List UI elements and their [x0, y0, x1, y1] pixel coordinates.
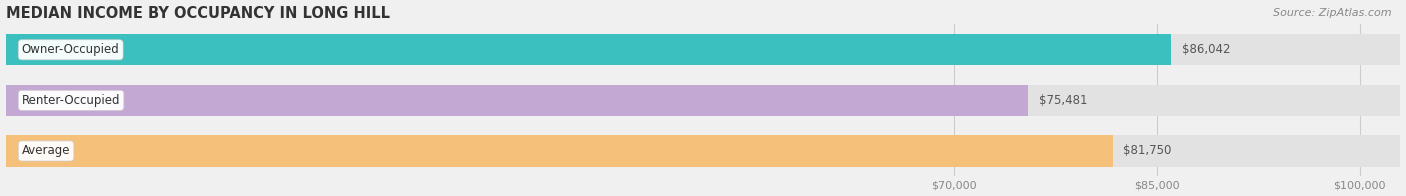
- Bar: [6, 85, 1028, 116]
- Text: Owner-Occupied: Owner-Occupied: [22, 43, 120, 56]
- Bar: [6, 34, 1400, 65]
- Text: $75,481: $75,481: [1039, 94, 1087, 107]
- Bar: [6, 34, 1171, 65]
- Bar: [6, 135, 1112, 167]
- Bar: [6, 135, 1400, 167]
- Text: $81,750: $81,750: [1123, 144, 1171, 157]
- Bar: [6, 85, 1400, 116]
- Text: Average: Average: [22, 144, 70, 157]
- Text: Source: ZipAtlas.com: Source: ZipAtlas.com: [1274, 8, 1392, 18]
- Text: Renter-Occupied: Renter-Occupied: [22, 94, 121, 107]
- Text: $86,042: $86,042: [1181, 43, 1230, 56]
- Text: MEDIAN INCOME BY OCCUPANCY IN LONG HILL: MEDIAN INCOME BY OCCUPANCY IN LONG HILL: [6, 5, 389, 21]
